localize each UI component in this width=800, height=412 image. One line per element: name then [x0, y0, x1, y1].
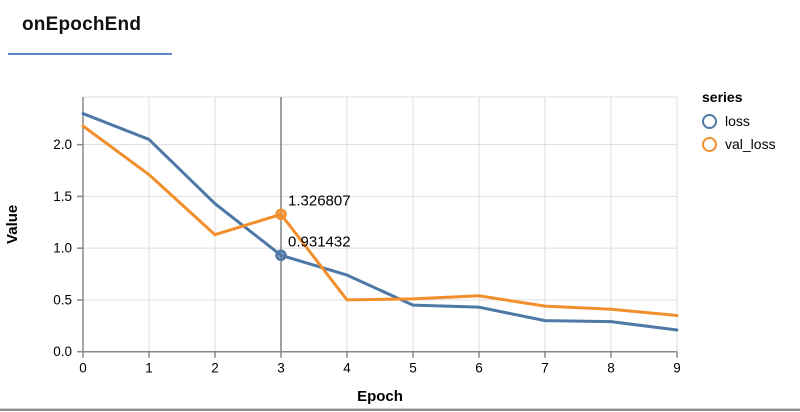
hover-value-label: 1.326807 [288, 192, 351, 209]
legend-item-label: loss [725, 113, 750, 129]
x-tick-label: 2 [211, 361, 219, 376]
x-tick-label: 6 [475, 361, 483, 376]
y-tick-label: 0.0 [53, 344, 72, 359]
page-title: onEpochEnd [22, 14, 142, 35]
legend-item-val-loss: val_loss [702, 136, 776, 152]
legend: series loss val_loss [702, 89, 776, 159]
y-tick-label: 2.0 [53, 137, 72, 152]
y-axis-title: Value [4, 205, 21, 244]
legend-item-loss: loss [702, 113, 776, 129]
y-tick-label: 0.5 [53, 292, 72, 307]
hover-point-loss[interactable] [275, 249, 287, 262]
hover-point-val_loss[interactable] [275, 208, 287, 221]
legend-title: series [702, 89, 743, 105]
y-tick-label: 1.0 [53, 241, 72, 256]
x-tick-label: 7 [541, 361, 549, 376]
y-tick-label: 1.5 [53, 189, 72, 204]
hover-value-label: 0.931432 [288, 233, 351, 250]
val-loss-series-icon [702, 136, 717, 152]
x-tick-label: 9 [673, 361, 681, 376]
loss-series-icon [702, 113, 717, 129]
x-tick-label: 3 [277, 361, 285, 376]
val_loss-line[interactable] [81, 124, 679, 317]
loss-line[interactable] [81, 112, 679, 332]
title-underline [8, 53, 172, 55]
x-tick-label: 5 [409, 361, 417, 376]
bottom-divider [0, 408, 800, 411]
legend-item-label: val_loss [725, 136, 776, 152]
x-tick-label: 0 [79, 361, 87, 376]
x-tick-label: 8 [607, 361, 615, 376]
x-tick-label: 1 [145, 361, 153, 376]
x-axis-title: Epoch [357, 388, 403, 405]
x-tick-label: 4 [343, 361, 351, 376]
